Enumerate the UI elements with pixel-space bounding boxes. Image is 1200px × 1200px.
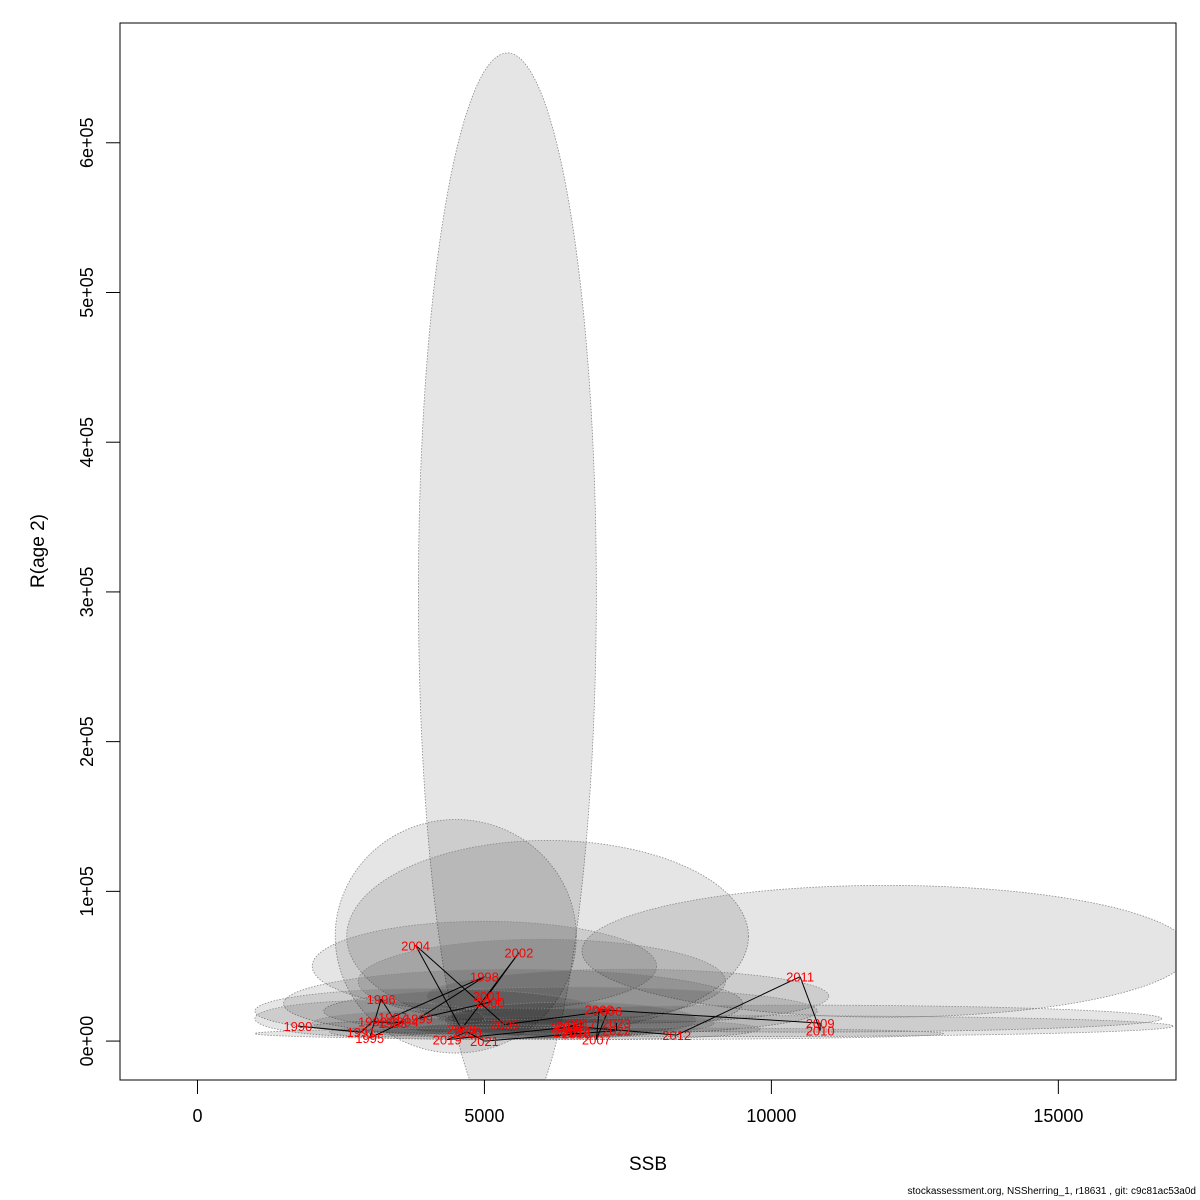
year-label-2018: 2018	[550, 1021, 579, 1036]
confidence-ellipses	[254, 52, 1176, 1080]
x-tick-label: 15000	[1033, 1106, 1083, 1126]
year-label-1993: 1993	[378, 1016, 407, 1031]
confidence-ellipse-4	[581, 884, 1176, 1018]
footer-credit: stockassessment.org, NSSherring_1, r1863…	[907, 1186, 1197, 1197]
year-label-1995: 1995	[355, 1031, 384, 1046]
year-label-2009: 2009	[806, 1016, 835, 1031]
trajectory-segment	[466, 1031, 485, 1042]
trajectory-segment	[799, 976, 821, 1031]
y-tick-label: 6e+05	[77, 117, 97, 168]
y-axis-label: R(age 2)	[28, 514, 49, 588]
x-tick-label: 10000	[746, 1106, 796, 1126]
year-label-2016: 2016	[562, 1027, 591, 1042]
year-label-2022: 2022	[602, 1024, 631, 1039]
year-label-2015: 2015	[553, 1025, 582, 1040]
year-label-2013: 2013	[556, 1019, 585, 1034]
trajectory-lines	[297, 944, 821, 1042]
year-label-2003: 2003	[447, 1022, 476, 1037]
year-label-2021: 2021	[470, 1034, 499, 1049]
trajectory-segment	[418, 976, 485, 1020]
confidence-ellipse-10	[438, 1004, 1163, 1033]
trajectory-segment	[575, 1022, 583, 1034]
y-tick-label: 5e+05	[77, 267, 97, 318]
y-tick-label: 2e+05	[77, 716, 97, 767]
trajectory-segment	[676, 976, 801, 1036]
year-label-2008: 2008	[585, 1003, 614, 1018]
x-tick-label: 5000	[464, 1106, 504, 1126]
trajectory-segment	[369, 999, 382, 1039]
confidence-ellipse-1	[418, 52, 597, 1080]
year-label-2002: 2002	[504, 946, 533, 961]
year-label-1991: 1991	[347, 1025, 376, 1040]
year-label-1997: 1997	[378, 1010, 407, 1025]
trajectory-segment	[446, 1031, 468, 1041]
y-tick-label: 4e+05	[77, 417, 97, 468]
trajectory-segment	[484, 1030, 617, 1042]
year-label-1996: 1996	[367, 992, 396, 1007]
trajectory-segment	[461, 952, 520, 1030]
trajectory-segment	[564, 1022, 583, 1029]
year-label-1992: 1992	[358, 1015, 387, 1030]
confidence-ellipse-8	[426, 968, 830, 1024]
year-label-2023: 2023	[602, 1016, 631, 1031]
year-label-2006: 2006	[593, 1004, 622, 1019]
trajectory-segment	[380, 998, 394, 1018]
year-label-2011: 2011	[786, 970, 814, 985]
trajectory-segment	[595, 1009, 600, 1040]
confidence-ellipse-5	[311, 920, 658, 1012]
year-label-2000: 2000	[476, 995, 505, 1010]
trajectory-segment	[297, 1025, 362, 1033]
trajectory-segment	[595, 1010, 609, 1040]
x-axis-label: SSB	[629, 1154, 667, 1175]
trajectory-segment	[392, 976, 485, 1018]
year-label-2014: 2014	[562, 1024, 591, 1039]
trajectory-segment	[369, 1021, 405, 1039]
year-label-2010: 2010	[806, 1024, 835, 1039]
year-label-2001: 2001	[473, 989, 502, 1004]
year-label-1994: 1994	[390, 1015, 419, 1030]
year-label-1990: 1990	[283, 1019, 312, 1034]
confidence-ellipse-6	[357, 938, 726, 1024]
confidence-ellipse-2	[334, 819, 577, 1054]
year-label-2017: 2017	[568, 1016, 597, 1031]
confidence-ellipse-7	[283, 968, 744, 1039]
trajectory-segment	[486, 995, 491, 1003]
year-label-2004: 2004	[401, 938, 430, 953]
trajectory-segment	[599, 1009, 821, 1024]
year-label-1999: 1999	[404, 1012, 433, 1027]
trajectory-segment	[447, 1027, 565, 1041]
y-tick-label: 0e+00	[77, 1016, 97, 1067]
trajectory-segment	[570, 1025, 677, 1036]
year-label-1998: 1998	[470, 970, 499, 985]
confidence-ellipse-17	[443, 1001, 698, 1039]
year-label-2012: 2012	[662, 1028, 691, 1043]
trajectory-segment	[570, 1025, 577, 1031]
trajectory-segment	[504, 1010, 608, 1026]
trajectory-segment	[372, 1021, 393, 1024]
year-label-2020: 2020	[453, 1025, 482, 1040]
trajectory-segment	[415, 944, 505, 1025]
x-tick-label: 0	[192, 1106, 202, 1126]
x-axis: 0 5000 10000 15000	[192, 1079, 1083, 1126]
y-axis: 0e+00 1e+05 2e+05 3e+05 4e+05 5e+05 6e+05	[77, 117, 121, 1067]
trajectory-segment	[418, 1001, 491, 1020]
trajectory-segment	[360, 1021, 373, 1033]
confidence-ellipse-3	[346, 840, 749, 1033]
year-label-2007: 2007	[582, 1033, 611, 1048]
trajectory-segment	[567, 1031, 577, 1035]
trajectory-segment	[392, 1021, 405, 1024]
year-label-2019: 2019	[433, 1033, 462, 1048]
y-tick-label: 1e+05	[77, 866, 97, 917]
y-tick-label: 3e+05	[77, 567, 97, 618]
trajectory-segment	[415, 945, 462, 1030]
year-label-2005: 2005	[490, 1018, 519, 1033]
